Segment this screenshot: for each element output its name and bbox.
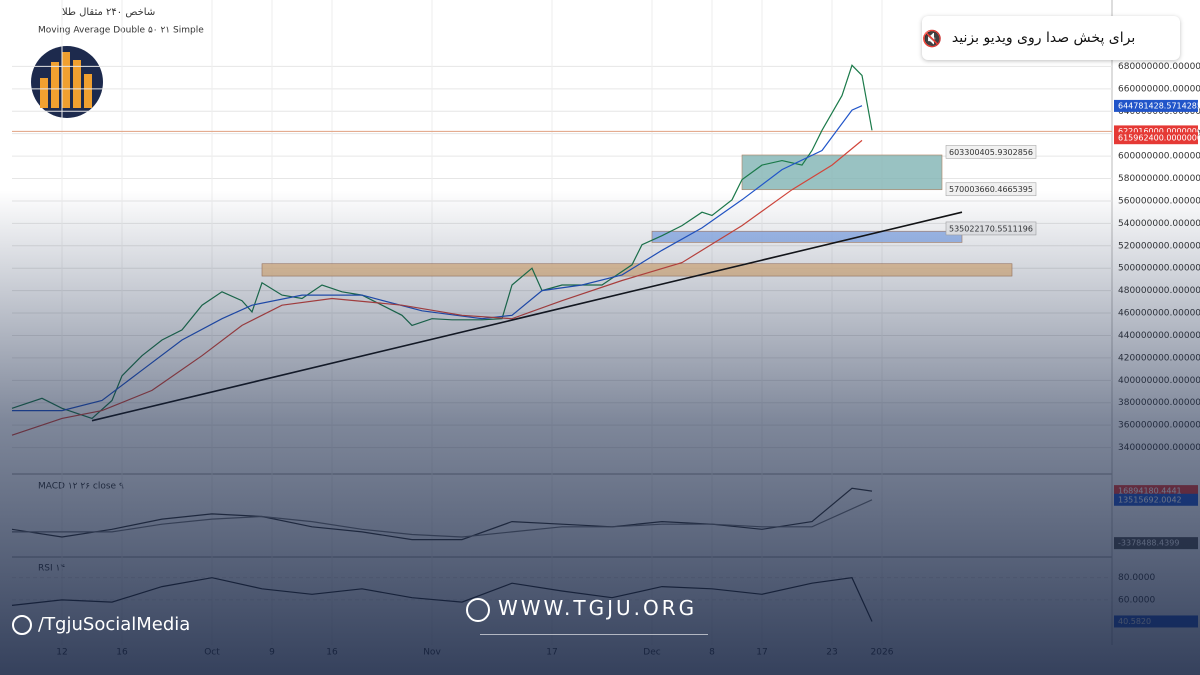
y-tick-label: 420000000.0000000 — [1118, 353, 1200, 363]
indicator: Moving Average Double ۵۰ ۲۱ Simple — [38, 26, 204, 36]
y-tick-label: 680000000.0000000 — [1118, 62, 1200, 72]
y-tick-label: 80.0000 — [1118, 573, 1155, 583]
x-tick-label: 16 — [326, 648, 338, 658]
price-label: 644781428.5714285 — [1118, 101, 1200, 110]
site-text: WWW.TGJU.ORG — [498, 596, 698, 620]
x-tick-label: 9 — [269, 648, 275, 658]
globe-icon — [466, 597, 490, 622]
mute-icon: 🔇 — [922, 28, 942, 48]
x-tick-label: Dec — [643, 648, 660, 658]
y-tick-label: 560000000.0000000 — [1118, 196, 1200, 206]
macd-title: MACD ۱۲ ۲۶ close ۹ — [38, 482, 124, 492]
y-tick-label: 440000000.0000000 — [1118, 331, 1200, 341]
annotation-label: 535022170.5511196 — [949, 224, 1033, 233]
price-label: 615962400.0000000 — [1118, 134, 1200, 143]
y-tick-label: 480000000.0000000 — [1118, 286, 1200, 296]
y-tick-label: 660000000.0000000 — [1118, 84, 1200, 94]
y-tick-label: 340000000.0000000 — [1118, 443, 1200, 453]
x-tick-label: 8 — [709, 648, 715, 658]
y-tick-label: 520000000.0000000 — [1118, 241, 1200, 251]
price-label: -3378488.4399 — [1118, 539, 1179, 548]
notice-text: برای پخش صدا روی ویدیو بزنید — [951, 30, 1136, 46]
y-tick-label: 380000000.0000000 — [1118, 398, 1200, 408]
y-tick-label: 360000000.0000000 — [1118, 421, 1200, 431]
x-tick-label: 17 — [546, 648, 557, 658]
annotation-label: 603300405.9302856 — [949, 148, 1033, 157]
underline — [480, 634, 708, 635]
y-tick-label: 540000000.0000000 — [1118, 219, 1200, 229]
rsi-title: RSI ۱۴ — [38, 564, 65, 574]
y-tick-label: 600000000.0000000 — [1118, 152, 1200, 162]
zone — [741, 154, 943, 191]
y-tick-label: 460000000.0000000 — [1118, 309, 1200, 319]
price-label: 13515692.0042 — [1118, 495, 1182, 504]
sound-notice[interactable]: برای پخش صدا روی ویدیو بزنید 🔇 — [922, 16, 1180, 60]
y-tick-label: 500000000.0000000 — [1118, 264, 1200, 274]
social-watermark: /TgjuSocialMedia — [12, 614, 190, 635]
x-tick-label: 12 — [56, 648, 67, 658]
site-watermark: WWW.TGJU.ORG — [466, 596, 697, 622]
x-tick-label: Nov — [423, 648, 441, 658]
x-tick-label: 23 — [826, 648, 837, 658]
y-tick-label: 580000000.0000000 — [1118, 174, 1200, 184]
y-tick-label: 60.0000 — [1118, 595, 1155, 605]
price-label: 40.5820 — [1118, 617, 1151, 626]
zone — [651, 230, 963, 243]
annotation-label: 570003660.4665395 — [949, 185, 1033, 194]
social-text: /TgjuSocialMedia — [38, 614, 191, 635]
symbol: شاخص ۲۴۰ مثقال طلا — [62, 7, 155, 18]
x-tick-label: 2026 — [871, 648, 894, 658]
x-tick-label: Oct — [204, 648, 220, 658]
social-icon — [12, 615, 32, 635]
x-tick-label: 17 — [756, 648, 767, 658]
y-tick-label: 400000000.0000000 — [1118, 376, 1200, 386]
x-tick-label: 16 — [116, 648, 128, 658]
